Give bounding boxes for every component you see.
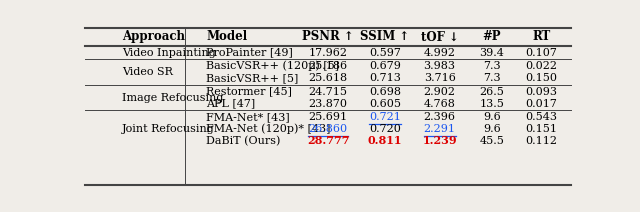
Text: Joint Refocusing: Joint Refocusing <box>122 124 215 134</box>
Text: FMA-Net (120p)* [43]: FMA-Net (120p)* [43] <box>207 124 331 134</box>
Text: RT: RT <box>532 30 550 43</box>
Text: 26.5: 26.5 <box>479 87 504 97</box>
Text: 0.093: 0.093 <box>525 87 557 97</box>
Text: 7.3: 7.3 <box>483 73 500 83</box>
Text: 39.4: 39.4 <box>479 48 504 58</box>
Text: 0.107: 0.107 <box>525 48 557 58</box>
Text: 0.713: 0.713 <box>369 73 401 83</box>
Text: 26.860: 26.860 <box>308 124 348 134</box>
Text: FMA-Net* [43]: FMA-Net* [43] <box>207 112 290 122</box>
Text: 28.777: 28.777 <box>307 135 349 146</box>
Text: Approach: Approach <box>122 30 185 43</box>
Text: 1.239: 1.239 <box>422 135 457 146</box>
Text: 0.150: 0.150 <box>525 73 557 83</box>
Text: Image Refocusing: Image Refocusing <box>122 93 223 103</box>
Text: 0.720: 0.720 <box>369 124 401 134</box>
Text: 4.992: 4.992 <box>424 48 456 58</box>
Text: 0.698: 0.698 <box>369 87 401 97</box>
Text: 0.151: 0.151 <box>525 124 557 134</box>
Text: 0.811: 0.811 <box>368 135 403 146</box>
Text: 25.618: 25.618 <box>308 73 348 83</box>
Text: 45.5: 45.5 <box>479 136 504 146</box>
Text: 4.768: 4.768 <box>424 99 456 109</box>
Text: tOF ↓: tOF ↓ <box>420 30 458 43</box>
Text: BasicVSR++ (120p) [5]: BasicVSR++ (120p) [5] <box>207 61 340 71</box>
Text: 13.5: 13.5 <box>479 99 504 109</box>
Text: PSNR ↑: PSNR ↑ <box>302 30 354 43</box>
Text: 0.543: 0.543 <box>525 112 557 122</box>
Text: 3.716: 3.716 <box>424 73 456 83</box>
Text: 2.396: 2.396 <box>424 112 456 122</box>
Text: 9.6: 9.6 <box>483 124 500 134</box>
Text: 3.983: 3.983 <box>424 61 456 71</box>
Text: APL [47]: APL [47] <box>207 99 256 109</box>
Text: Video SR: Video SR <box>122 67 173 77</box>
Text: 0.112: 0.112 <box>525 136 557 146</box>
Text: 2.902: 2.902 <box>424 87 456 97</box>
Text: 0.022: 0.022 <box>525 61 557 71</box>
Text: Video Inpainting: Video Inpainting <box>122 48 216 58</box>
Text: 0.679: 0.679 <box>369 61 401 71</box>
Text: 2.291: 2.291 <box>424 124 456 134</box>
Text: #P: #P <box>483 30 501 43</box>
Text: Model: Model <box>207 30 248 43</box>
Text: 25.186: 25.186 <box>308 61 348 71</box>
Text: Restormer [45]: Restormer [45] <box>207 87 292 97</box>
Text: 7.3: 7.3 <box>483 61 500 71</box>
Text: 9.6: 9.6 <box>483 112 500 122</box>
Text: 0.605: 0.605 <box>369 99 401 109</box>
Text: 17.962: 17.962 <box>308 48 348 58</box>
Text: 25.691: 25.691 <box>308 112 348 122</box>
Text: 24.715: 24.715 <box>308 87 348 97</box>
Text: ProPainter [49]: ProPainter [49] <box>207 48 293 58</box>
Text: BasicVSR++ [5]: BasicVSR++ [5] <box>207 73 299 83</box>
Text: 0.017: 0.017 <box>525 99 557 109</box>
Text: 0.597: 0.597 <box>369 48 401 58</box>
Text: DaBiT (Ours): DaBiT (Ours) <box>207 136 281 146</box>
Text: 23.870: 23.870 <box>308 99 348 109</box>
Text: SSIM ↑: SSIM ↑ <box>360 30 410 43</box>
Text: 0.721: 0.721 <box>369 112 401 122</box>
